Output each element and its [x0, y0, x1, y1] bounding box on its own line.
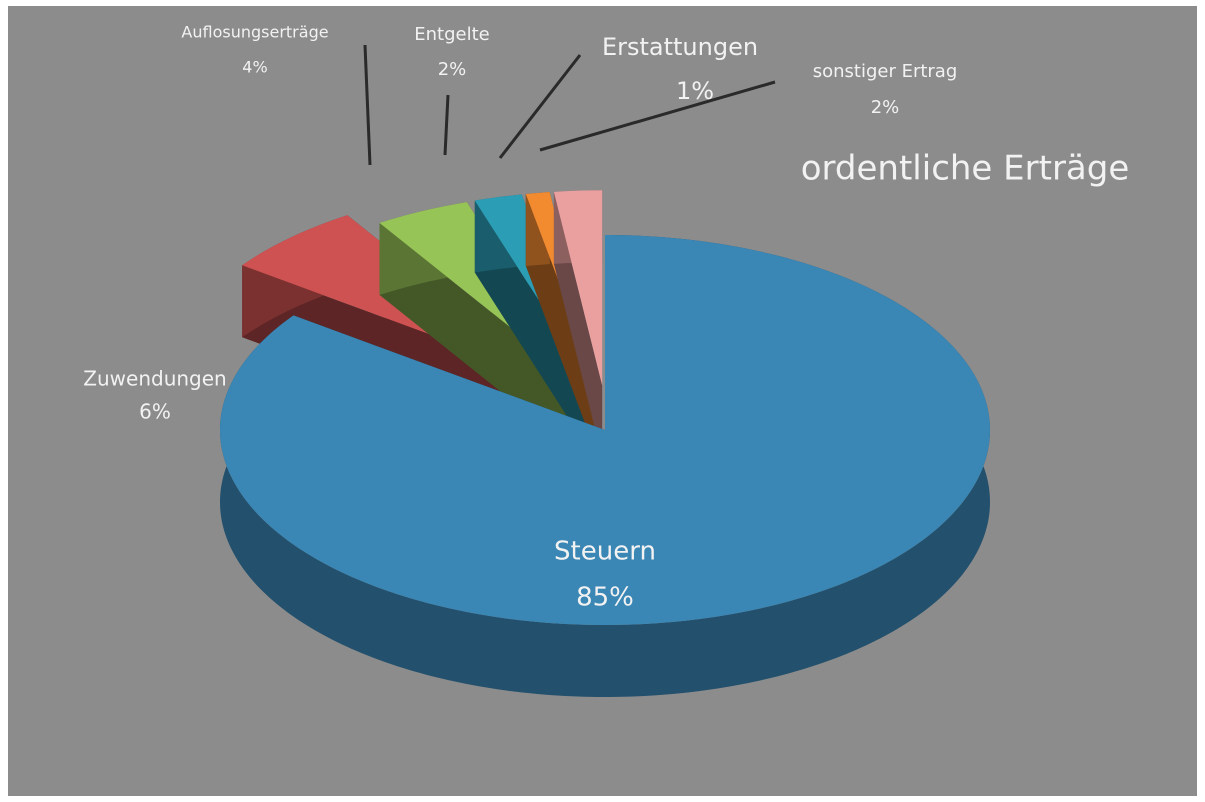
slice-value-label: 4% — [242, 58, 267, 77]
slice — [220, 235, 990, 625]
pie — [220, 190, 990, 697]
chart-title: ordentliche Erträge — [801, 149, 1130, 189]
leader-line — [539, 80, 776, 152]
slice-label: Auflosungserträge — [181, 23, 328, 42]
slice-label: Erstattungen — [602, 33, 758, 61]
leader-line — [363, 44, 372, 166]
slice-label: Entgelte — [414, 24, 489, 45]
slice — [553, 190, 603, 386]
slice-side — [379, 222, 586, 460]
slice-value-label: 2% — [871, 97, 900, 118]
slice-value-label: 2% — [438, 59, 467, 80]
slice-value-label: 85% — [576, 583, 634, 613]
slice-label: Steuern — [554, 537, 656, 567]
slice-label: Zuwendungen — [83, 367, 226, 391]
slice-value-label: 6% — [139, 400, 171, 424]
labels: Steuern 85% Zuwendungen 6% Auflosungserträge… — [83, 23, 957, 613]
leader-line — [498, 54, 582, 159]
slice-label: sonstiger Ertrag — [813, 61, 958, 82]
leader-line — [443, 94, 450, 156]
